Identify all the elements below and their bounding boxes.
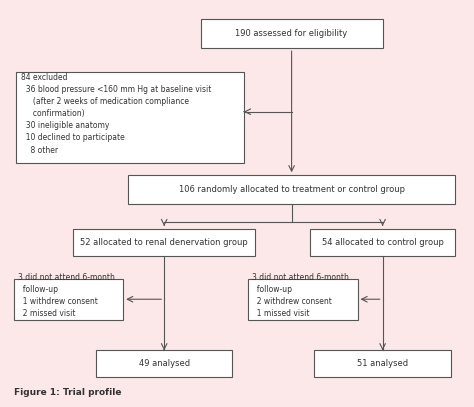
Text: 49 analysed: 49 analysed: [138, 359, 190, 368]
FancyBboxPatch shape: [248, 279, 357, 320]
FancyBboxPatch shape: [73, 229, 255, 256]
FancyBboxPatch shape: [310, 229, 456, 256]
Text: Figure 1: Trial profile: Figure 1: Trial profile: [14, 388, 121, 397]
FancyBboxPatch shape: [314, 350, 451, 377]
FancyBboxPatch shape: [14, 279, 123, 320]
Text: 52 allocated to renal denervation group: 52 allocated to renal denervation group: [80, 238, 248, 247]
Text: 3 did not attend 6-month
  follow-up
  2 withdrew consent
  1 missed visit: 3 did not attend 6-month follow-up 2 wit…: [252, 273, 349, 318]
Text: 3 did not attend 6-month
  follow-up
  1 withdrew consent
  2 missed visit: 3 did not attend 6-month follow-up 1 wit…: [18, 273, 115, 318]
Text: 84 excluded
  36 blood pressure <160 mm Hg at baseline visit
     (after 2 weeks: 84 excluded 36 blood pressure <160 mm Hg…: [21, 73, 211, 155]
Text: 190 assessed for eligibility: 190 assessed for eligibility: [236, 29, 348, 38]
FancyBboxPatch shape: [201, 19, 383, 48]
FancyBboxPatch shape: [128, 175, 456, 204]
FancyBboxPatch shape: [96, 350, 232, 377]
FancyBboxPatch shape: [16, 72, 244, 164]
Text: 54 allocated to control group: 54 allocated to control group: [322, 238, 444, 247]
Text: 106 randomly allocated to treatment or control group: 106 randomly allocated to treatment or c…: [179, 185, 405, 194]
Text: 51 analysed: 51 analysed: [357, 359, 408, 368]
